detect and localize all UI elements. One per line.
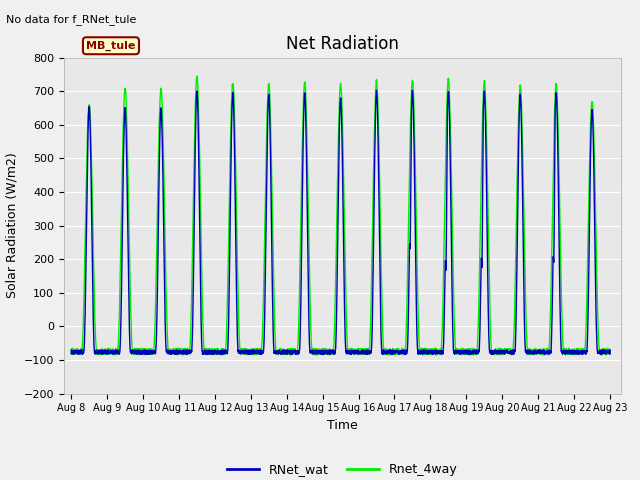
Legend: RNet_wat, Rnet_4way: RNet_wat, Rnet_4way: [223, 458, 462, 480]
RNet_wat: [606, 348, 614, 354]
Rnet_4way: [422, 352, 429, 358]
Text: No data for f_RNet_tule: No data for f_RNet_tule: [6, 14, 137, 25]
Rnet_4way: [161, 209, 168, 215]
Rnet_4way: [538, 348, 545, 354]
Rnet_4way: [193, 73, 201, 79]
Rnet_4way: [274, 350, 282, 356]
RNet_wat: [129, 350, 136, 356]
Text: MB_tule: MB_tule: [86, 41, 136, 51]
Rnet_4way: [298, 190, 305, 195]
Rnet_4way: [606, 347, 614, 353]
RNet_wat: [509, 351, 516, 357]
Rnet_4way: [129, 349, 136, 355]
RNet_wat: [596, 347, 604, 353]
RNet_wat: [161, 290, 168, 296]
RNet_wat: [538, 348, 545, 354]
Rnet_4way: [67, 348, 75, 353]
RNet_wat: [372, 87, 380, 93]
Line: Rnet_4way: Rnet_4way: [71, 76, 610, 355]
RNet_wat: [67, 351, 75, 357]
X-axis label: Time: Time: [327, 419, 358, 432]
RNet_wat: [274, 350, 282, 356]
Line: RNet_wat: RNet_wat: [71, 90, 610, 354]
Rnet_4way: [596, 351, 604, 357]
Y-axis label: Solar Radiation (W/m2): Solar Radiation (W/m2): [5, 153, 18, 299]
RNet_wat: [298, 280, 305, 286]
Title: Net Radiation: Net Radiation: [286, 35, 399, 53]
